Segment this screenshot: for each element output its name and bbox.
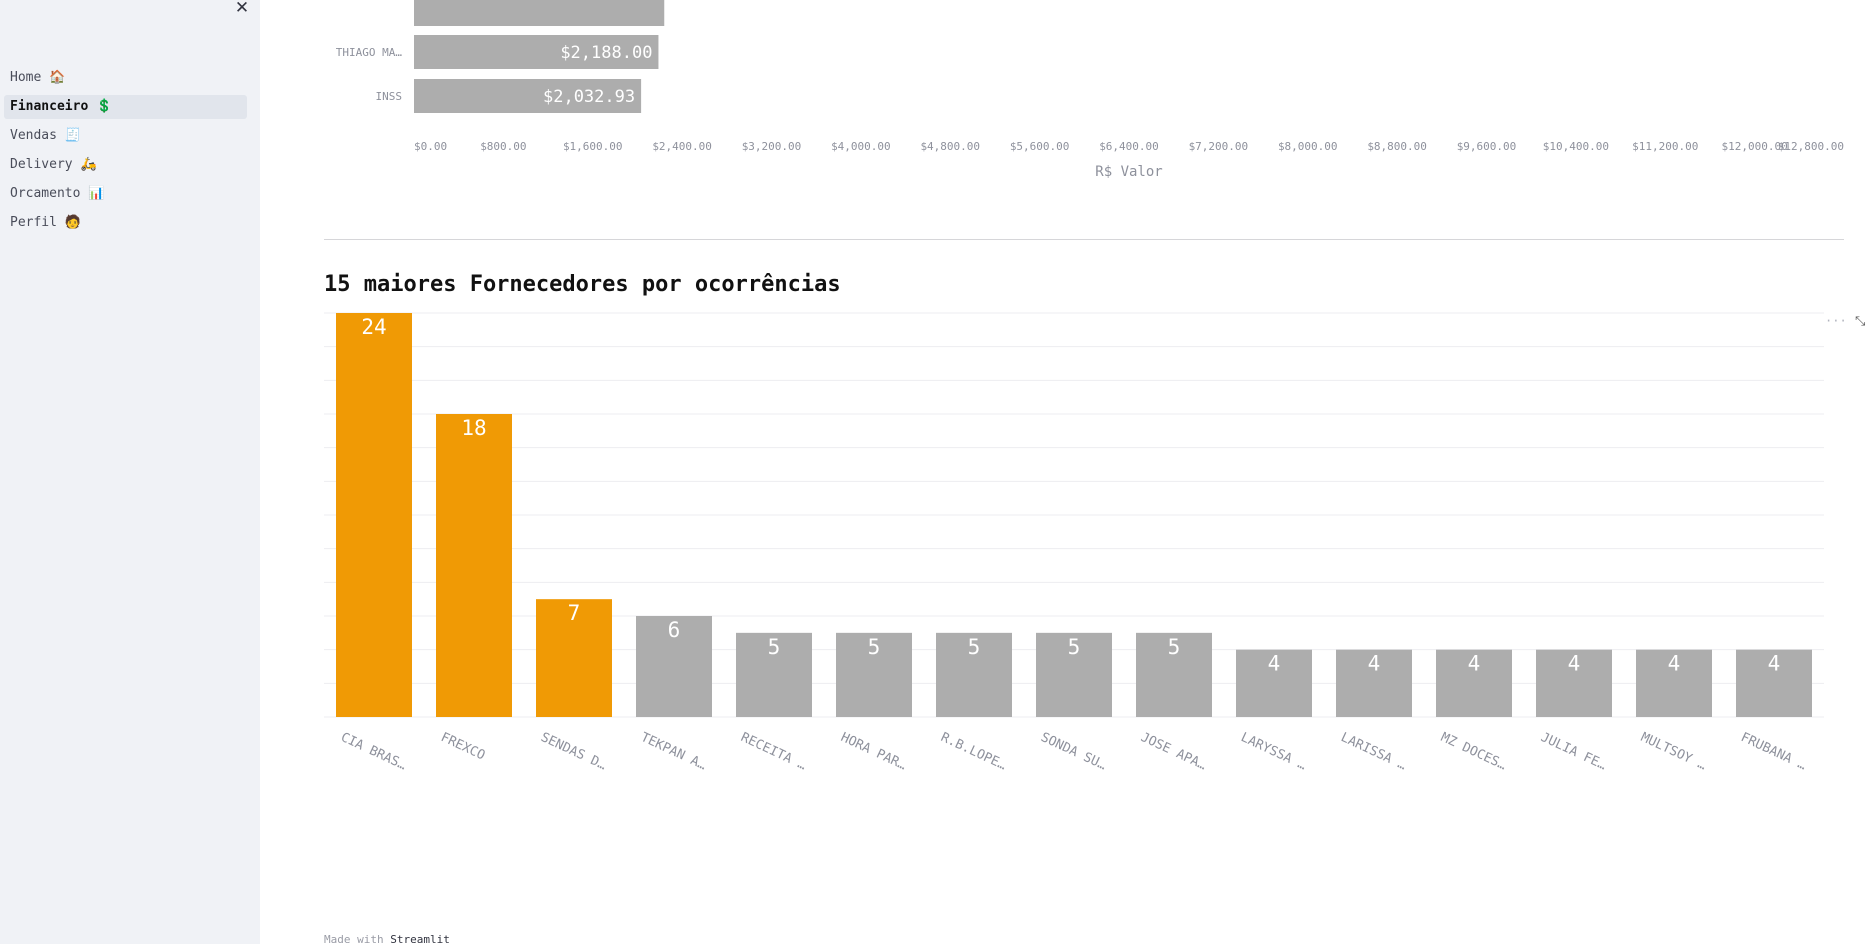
tick-label: $4,800.00 xyxy=(920,140,980,153)
sidebar-nav: Home 🏠 Financeiro 💲 Vendas 🧾 Delivery 🛵 … xyxy=(4,66,247,240)
tick-label: $6,400.00 xyxy=(1099,140,1159,153)
tick-label: $11,200.00 xyxy=(1632,140,1698,153)
bar xyxy=(336,313,412,717)
bar xyxy=(1236,649,1312,717)
more-icon[interactable]: ··· xyxy=(1825,314,1847,328)
tick-label: FRUBANA … xyxy=(1738,730,1808,773)
bar xyxy=(1436,649,1512,717)
footer: Made with Streamlit xyxy=(324,933,450,946)
data-label: 5 xyxy=(1068,635,1081,659)
streamlit-link[interactable]: Streamlit xyxy=(390,933,450,946)
tick-label: TEKPAN A… xyxy=(638,730,708,773)
tick-label: $12,800.00 xyxy=(1778,140,1844,153)
bar xyxy=(1136,632,1212,717)
tick-label: $7,200.00 xyxy=(1189,140,1249,153)
bar xyxy=(436,414,512,717)
tick-label: $1,600.00 xyxy=(563,140,623,153)
data-label: 5 xyxy=(1168,635,1181,659)
data-label: 5 xyxy=(768,635,781,659)
data-label: 4 xyxy=(1268,652,1281,676)
sidebar-item-orcamento[interactable]: Orcamento 📊 xyxy=(10,186,105,201)
sidebar-item-financeiro[interactable]: Financeiro 💲 xyxy=(4,95,247,119)
fullscreen-icon[interactable]: ⤡ xyxy=(1855,314,1866,329)
tick-label: $3,200.00 xyxy=(742,140,802,153)
bar xyxy=(1036,632,1112,717)
tick-label: HORA PAR… xyxy=(838,730,908,773)
page-title: 15 maiores Fornecedores por ocorrências xyxy=(324,272,841,297)
data-label: 4 xyxy=(1368,652,1381,676)
bar xyxy=(414,79,642,113)
data-label: 7 xyxy=(568,601,581,625)
sidebar-item-home[interactable]: Home 🏠 xyxy=(10,70,66,85)
bar xyxy=(736,632,812,717)
bar xyxy=(636,616,712,717)
data-label: 4 xyxy=(1768,652,1781,676)
bar xyxy=(536,599,612,717)
bar xyxy=(1736,649,1812,717)
horizontal-bar-chart: $2,188.00 THIAGO MA… $2,032.93 INSS $0.00 $80… xyxy=(336,0,1844,180)
tick-label: $5,600.00 xyxy=(1010,140,1070,153)
tick-label: $800.00 xyxy=(480,140,526,153)
bar xyxy=(1336,649,1412,717)
tick-label: FREXCO xyxy=(438,730,487,764)
bar xyxy=(1636,649,1712,717)
divider xyxy=(324,239,1844,240)
data-label: 4 xyxy=(1668,652,1681,676)
tick-label: $10,400.00 xyxy=(1543,140,1609,153)
vertical-bar-chart: 24 CIA BRAS… 18 FREXCO 7 SENDAS D… 6 TEKPAN A… 5… xyxy=(324,312,1824,773)
tick-label: JOSE APA… xyxy=(1138,730,1208,773)
tick-label: $2,400.00 xyxy=(652,140,712,153)
tick-label: $4,000.00 xyxy=(831,140,891,153)
data-label: 4 xyxy=(1468,652,1481,676)
sidebar-item-vendas[interactable]: Vendas 🧾 xyxy=(10,128,81,143)
bar xyxy=(1536,649,1612,717)
tick-label: JULIA FE… xyxy=(1538,730,1608,773)
data-label: 18 xyxy=(461,416,486,440)
tick-label: $0.00 xyxy=(414,140,447,153)
tick-label: R.B.LOPE… xyxy=(938,730,1008,773)
axis-label: R$ Valor xyxy=(1095,164,1162,180)
data-label: 6 xyxy=(668,618,681,642)
sidebar-item-perfil[interactable]: Perfil 🧑 xyxy=(10,215,81,230)
bar xyxy=(936,632,1012,717)
tick-label: $8,800.00 xyxy=(1367,140,1427,153)
tick-label: CIA BRAS… xyxy=(338,730,408,773)
bar xyxy=(414,0,665,26)
tick-label: SENDAS D… xyxy=(538,730,608,773)
tick-label: MULTSOY … xyxy=(1638,730,1708,773)
sidebar-item-delivery[interactable]: Delivery 🛵 xyxy=(10,157,97,172)
tick-label: LARYSSA … xyxy=(1238,730,1308,773)
tick-label: $9,600.00 xyxy=(1457,140,1517,153)
footer-prefix: Made with xyxy=(324,933,391,946)
main-content: $2,188.00 THIAGO MA… $2,032.93 INSS $0.00 $80… xyxy=(260,0,1868,946)
tick-label: MZ DOCES… xyxy=(1438,730,1508,773)
data-label: 5 xyxy=(868,635,881,659)
data-label: 24 xyxy=(361,315,386,339)
data-label: $2,188.00 xyxy=(560,43,652,63)
tick-label: SONDA SU… xyxy=(1038,730,1108,773)
close-icon[interactable]: ✕ xyxy=(234,0,250,18)
tick-label: RECEITA … xyxy=(738,730,808,773)
data-label: 4 xyxy=(1568,652,1581,676)
bar xyxy=(414,35,659,69)
tick-label: INSS xyxy=(376,90,403,103)
tick-label: THIAGO MA… xyxy=(336,46,403,59)
data-label: 5 xyxy=(968,635,981,659)
tick-label: $12,000.00 xyxy=(1722,140,1788,153)
data-label: $2,032.93 xyxy=(543,87,635,107)
tick-label: $8,000.00 xyxy=(1278,140,1338,153)
sidebar: ✕ Home 🏠 Financeiro 💲 Vendas 🧾 Delivery … xyxy=(0,0,260,944)
tick-label: LARISSA … xyxy=(1338,730,1408,773)
bar xyxy=(836,632,912,717)
